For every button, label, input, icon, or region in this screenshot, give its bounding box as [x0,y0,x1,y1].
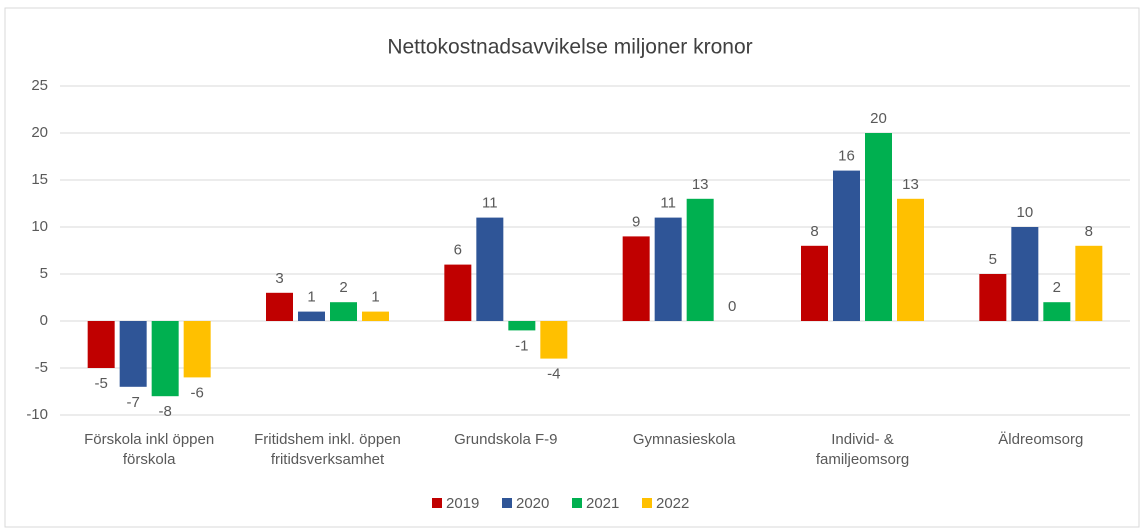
data-label: 13 [692,176,709,193]
bar [865,133,892,321]
y-tick-label: 0 [40,312,48,329]
bar [540,321,568,359]
bar [444,264,472,321]
x-tick-label: Äldreomsorg [998,431,1083,448]
x-tick-label: Fritidshem inkl. öppen [254,431,401,448]
bar [833,170,860,321]
data-label: 2 [1053,279,1061,296]
bar [476,217,504,321]
y-tick-label: 5 [40,265,48,282]
bar [1011,227,1039,321]
data-label: -4 [547,366,560,383]
legend-swatch [432,498,442,508]
bar [979,274,1007,321]
x-tick-label: Grundskola F-9 [454,431,557,448]
data-label: 3 [275,270,283,287]
chart-title: Nettokostnadsavvikelse miljoner kronor [387,36,752,59]
legend-label: 2022 [656,495,689,512]
bar [151,321,179,397]
x-tick-label: familjeomsorg [816,451,909,468]
chart-frame [4,7,1140,528]
data-label: -5 [94,375,107,392]
bar [330,302,357,321]
data-label: 1 [307,289,315,306]
data-label: 9 [632,213,640,230]
bar [1075,245,1103,321]
data-label: 0 [728,298,736,315]
x-tick-label: Förskola inkl öppen [84,431,214,448]
data-label: 16 [838,148,855,165]
data-label: 5 [989,251,997,268]
legend-label: 2021 [586,495,619,512]
bar [686,198,714,321]
y-tick-label: -10 [26,406,48,423]
data-label: 8 [810,223,818,240]
bar [1043,302,1071,321]
bar [622,236,650,321]
legend-swatch [502,498,512,508]
data-label: 20 [870,110,887,127]
legend-swatch [642,498,652,508]
data-label: 2 [339,279,347,296]
x-tick-label: fritidsverksamhet [271,451,385,468]
x-tick-label: Gymnasieskola [633,431,736,448]
data-label: 1 [371,289,379,306]
data-label: 11 [482,195,498,212]
bar [298,311,325,321]
bar [362,311,389,321]
data-label: -1 [515,337,528,354]
y-tick-label: 20 [31,124,48,141]
bar [266,292,293,321]
bar [183,321,211,378]
data-label: 10 [1016,204,1033,221]
bar [654,217,682,321]
data-label: 11 [660,195,676,212]
data-label: -8 [158,403,171,420]
legend-swatch [572,498,582,508]
y-tick-label: 10 [31,218,48,235]
bar [119,321,147,387]
data-label: -6 [190,384,203,401]
bar [87,321,115,368]
legend-label: 2019 [446,495,479,512]
bar [897,198,924,321]
legend-label: 2020 [516,495,549,512]
y-tick-label: 25 [31,77,48,94]
data-label: 6 [454,242,462,259]
data-label: -7 [126,394,139,411]
bar [801,245,828,321]
bar [508,321,536,331]
x-tick-label: förskola [123,451,176,468]
y-tick-label: -5 [35,359,48,376]
x-tick-label: Individ- & [831,431,894,448]
data-label: 8 [1085,223,1093,240]
y-tick-label: 15 [31,171,48,188]
data-label: 13 [902,176,919,193]
